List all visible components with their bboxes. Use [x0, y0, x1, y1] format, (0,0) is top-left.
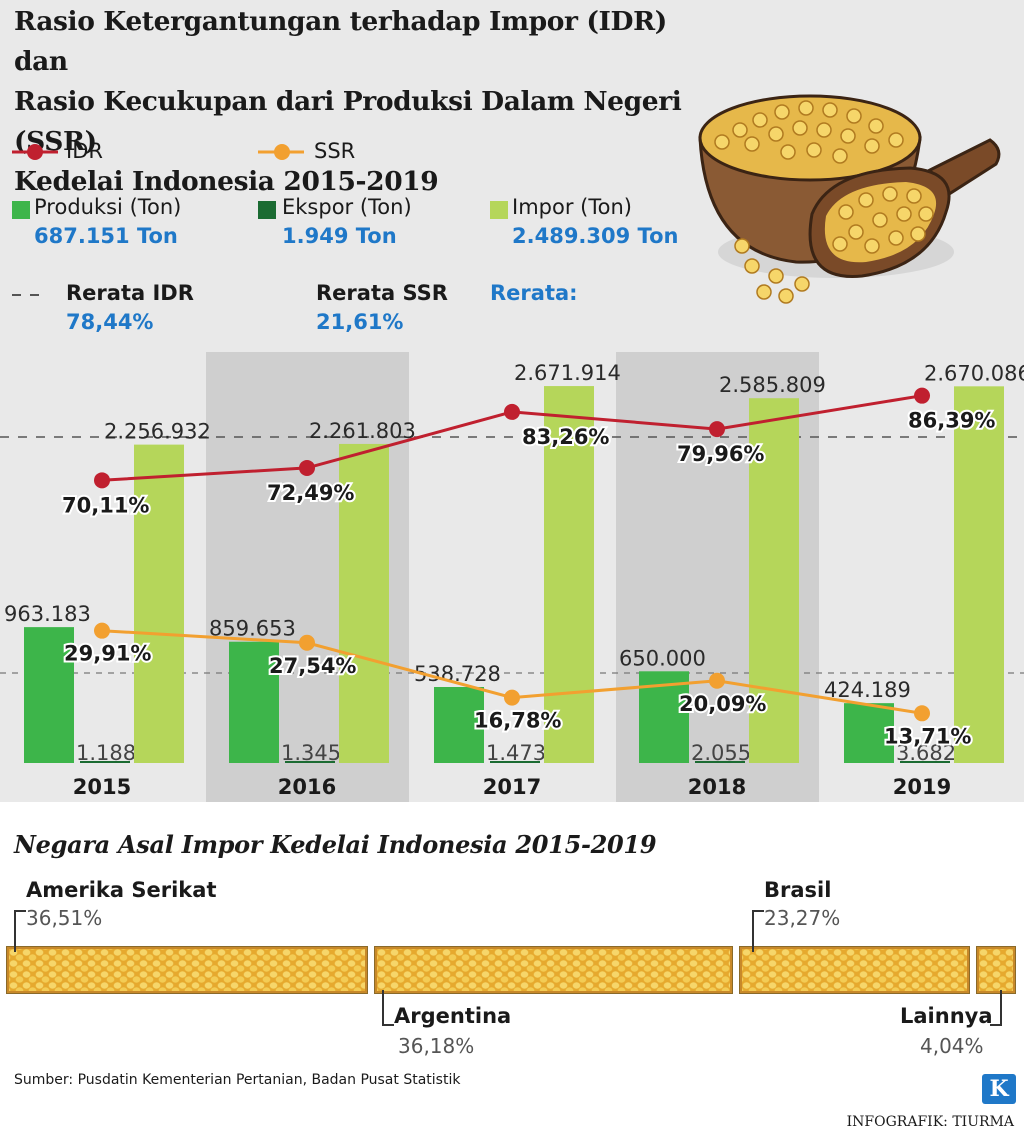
idr-label-2017: 83,26%: [522, 425, 609, 449]
year-label-2018: 2018: [688, 775, 746, 799]
legend-ekspor-value: 1.949 Ton: [282, 224, 397, 248]
legend-ekspor-label: Ekspor (Ton): [282, 195, 412, 219]
chart-canvas: 963.1831.1882.256.9322015859.6531.3452.2…: [0, 352, 1024, 802]
bar-impor-2015: [134, 444, 184, 763]
bar-produksi-2019: [844, 703, 894, 763]
legend-rerata-idr-label: Rerata IDR: [66, 281, 194, 305]
year-label-2017: 2017: [483, 775, 541, 799]
import-origin-title: Negara Asal Impor Kedelai Indonesia 2015…: [14, 830, 657, 859]
legend-produksi-swatch: [12, 201, 30, 219]
bracket-brasil: [752, 910, 764, 952]
country-amerika-serikat-pct: 36,51%: [26, 906, 103, 930]
idr-point-2015: [94, 472, 110, 489]
import-share-strip-lainnya: [976, 946, 1016, 994]
idr-label-2019: 86,39%: [908, 409, 995, 433]
country-amerika-serikat-name: Amerika Serikat: [26, 878, 217, 902]
bar-impor-2018: [749, 398, 799, 763]
title-line-1: Rasio Ketergantungan terhadap Impor (IDR…: [14, 6, 667, 77]
label-impor-2017: 2.671.914: [514, 361, 621, 385]
bar-ekspor-2017: [490, 761, 540, 763]
label-produksi-2018: 650.000: [619, 646, 706, 670]
year-label-2015: 2015: [73, 775, 131, 799]
bracket-argentina: [382, 990, 394, 1026]
country-brasil-pct: 23,27%: [764, 906, 841, 930]
year-label-2019: 2019: [893, 775, 951, 799]
label-impor-2018: 2.585.809: [719, 373, 826, 397]
idr-point-2016: [299, 459, 315, 476]
bar-ekspor-2018: [695, 761, 745, 763]
country-lainnya-name: Lainnya: [900, 1004, 993, 1028]
legend-rerata-ssr-label: Rerata SSR: [316, 281, 448, 305]
title-line-3: Kedelai Indonesia 2015-2019: [14, 166, 439, 197]
import-share-strip-brasil: [739, 946, 970, 994]
bar-ekspor-2016: [285, 761, 335, 763]
label-ekspor-2016: 1.345: [281, 741, 341, 765]
import-share-strip-amerika-serikat: [6, 946, 368, 994]
bar-produksi-2017: [434, 687, 484, 763]
bar-produksi-2015: [24, 627, 74, 763]
legend-impor-swatch: [490, 201, 508, 219]
legend-produksi-value: 687.151 Ton: [34, 224, 178, 248]
bar-ekspor-2019: [900, 761, 950, 763]
bar-ekspor-2015: [80, 761, 130, 763]
ssr-point-2018: [709, 672, 725, 689]
ssr-label-2016: 27,54%: [269, 654, 356, 678]
idr-point-2018: [709, 421, 725, 438]
idr-point-2017: [504, 403, 520, 420]
ssr-point-2017: [504, 689, 520, 706]
ssr-label-2019: 13,71%: [884, 724, 971, 748]
ssr-point-2019: [914, 705, 930, 722]
ssr-label-2017: 16,78%: [474, 709, 561, 733]
bracket-amerika-serikat: [14, 910, 26, 952]
bar-impor-2019: [954, 386, 1004, 763]
ssr-point-2016: [299, 634, 315, 651]
legend-ekspor-swatch: [258, 201, 276, 219]
label-produksi-2015: 963.183: [4, 602, 91, 626]
country-argentina-name: Argentina: [394, 1004, 512, 1028]
legend-produksi-label: Produksi (Ton): [34, 195, 182, 219]
label-ekspor-2019: 3.682: [896, 741, 956, 765]
ssr-point-2015: [94, 622, 110, 639]
label-impor-2019: 2.670.086: [924, 361, 1024, 385]
country-lainnya-pct: 4,04%: [920, 1034, 984, 1058]
label-ekspor-2018: 2.055: [691, 741, 751, 765]
label-impor-2016: 2.261.803: [309, 419, 416, 443]
year-label-2016: 2016: [278, 775, 336, 799]
legend-impor-label: Impor (Ton): [512, 195, 632, 219]
label-ekspor-2017: 1.473: [486, 741, 546, 765]
legend-idr-label: IDR: [66, 139, 103, 163]
legend-impor-value: 2.489.309 Ton: [512, 224, 679, 248]
bracket-lainnya: [990, 990, 1002, 1026]
source-note: Sumber: Pusdatin Kementerian Pertanian, …: [14, 1072, 461, 1088]
legend-rerata-idr-value: 78,44%: [66, 310, 154, 334]
idr-label-2018: 79,96%: [677, 442, 764, 466]
bar-produksi-2016: [229, 641, 279, 763]
ssr-label-2015: 29,91%: [64, 642, 151, 666]
kompas-logo: K: [982, 1074, 1016, 1104]
legend-ssr-label: SSR: [314, 139, 356, 163]
legend-rerata-label: Rerata:: [490, 281, 578, 305]
idr-label-2016: 72,49%: [267, 481, 354, 505]
bar-impor-2017: [544, 386, 594, 763]
label-ekspor-2015: 1.188: [76, 741, 136, 765]
ssr-label-2018: 20,09%: [679, 692, 766, 716]
label-impor-2015: 2.256.932: [104, 420, 211, 444]
bar-impor-2016: [339, 443, 389, 763]
idr-point-2019: [914, 387, 930, 404]
label-produksi-2019: 424.189: [824, 678, 911, 702]
legend-rerata-ssr-value: 21,61%: [316, 310, 404, 334]
idr-label-2015: 70,11%: [62, 493, 149, 517]
country-brasil-name: Brasil: [764, 878, 832, 902]
import-share-strip-argentina: [374, 946, 733, 994]
country-argentina-pct: 36,18%: [398, 1034, 475, 1058]
infographic-credit: INFOGRAFIK: TIURMA: [846, 1114, 1014, 1130]
